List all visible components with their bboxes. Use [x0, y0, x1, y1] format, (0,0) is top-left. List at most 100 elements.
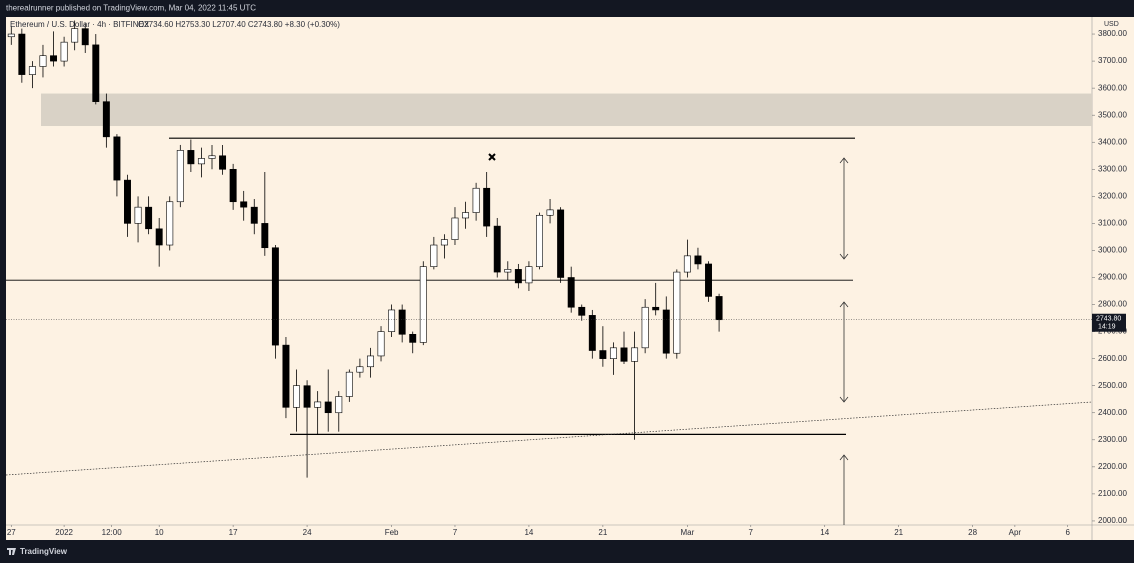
candle-body [187, 150, 195, 165]
candle-body [92, 44, 100, 102]
x-tick-label: Apr [1009, 528, 1022, 537]
candle-body [124, 179, 131, 224]
candle-body [7, 33, 15, 38]
candle-body [366, 355, 374, 368]
candle-body [472, 187, 480, 213]
candle-body [240, 201, 248, 208]
candle-body [483, 187, 491, 227]
candle-body [631, 347, 639, 362]
candle-body [673, 271, 681, 354]
candle-body [683, 255, 691, 273]
candle-body [662, 309, 670, 354]
y-tick-label: 2500.00 [1098, 381, 1127, 390]
arrow [839, 157, 849, 260]
candle-body [567, 277, 575, 308]
candle-body [641, 306, 649, 349]
candle-body [356, 366, 364, 373]
x-tick-label: 17 [229, 528, 238, 537]
y-tick-label: 2300.00 [1098, 435, 1127, 444]
ohlc-legend: O2734.60 H2753.30 L2707.40 C2743.80 +8.3… [138, 20, 340, 29]
y-tick-label: 3800.00 [1098, 29, 1127, 38]
candle-body [293, 385, 300, 408]
candle-body [145, 206, 153, 230]
y-tick-label: 2100.00 [1098, 489, 1127, 498]
y-tick-label: 2800.00 [1098, 300, 1127, 309]
x-tick-label: 21 [894, 528, 903, 537]
published-line: therealrunner published on TradingView.c… [6, 4, 256, 13]
candle-body [219, 155, 227, 170]
x-tick-label: 2022 [55, 528, 73, 537]
candle-body [18, 33, 26, 75]
measure-arrows [839, 157, 849, 525]
currency-label: USD [1104, 21, 1119, 28]
candle-body [176, 150, 184, 203]
candle-body [345, 371, 353, 397]
candle-body [504, 269, 512, 273]
candle-body [28, 66, 36, 75]
symbol-legend: Ethereum / U.S. Dollar · 4h · BITFINEX [10, 20, 150, 29]
candle-body [694, 255, 702, 265]
arrow [839, 301, 849, 403]
candle-body [462, 212, 470, 219]
x-tick-label: 6 [1065, 528, 1070, 537]
y-tick-label: 3700.00 [1098, 56, 1127, 65]
x-tick-label: 21 [598, 528, 607, 537]
candle-body [578, 306, 586, 316]
brand: TradingView [20, 547, 68, 556]
logo [7, 548, 16, 555]
candle-body [155, 228, 163, 246]
time-axis [6, 525, 1092, 540]
candle-body [102, 101, 110, 138]
candle-body [557, 209, 565, 278]
candle-body [599, 350, 607, 359]
candle-body [398, 309, 406, 335]
candle-body [430, 244, 438, 267]
plot-area [6, 17, 1092, 525]
candle-body [60, 41, 68, 62]
candle-body [208, 155, 216, 159]
plot-layer [6, 20, 1092, 478]
candle-body [493, 225, 501, 273]
candle-body [705, 263, 712, 297]
candle-body [388, 309, 396, 332]
candle-body [335, 396, 343, 414]
candle-body [409, 333, 417, 343]
y-tick-label: 3400.00 [1098, 137, 1127, 146]
candle-body [39, 55, 47, 67]
candle-body [261, 223, 269, 249]
candle-body [536, 214, 543, 267]
candle-body [514, 269, 522, 284]
candle-body [652, 306, 660, 311]
candle-body [715, 296, 723, 321]
x-tick-label: Mar [681, 528, 695, 537]
candle-body [609, 347, 617, 359]
x-marker [488, 153, 496, 161]
candle-body [50, 55, 58, 62]
arrow [839, 454, 849, 525]
candle-body [166, 201, 174, 246]
y-tick-label: 3500.00 [1098, 110, 1127, 119]
x-tick-label: 27 [7, 528, 16, 537]
countdown-label: 14:19 [1098, 324, 1116, 331]
top-bar [0, 0, 1134, 17]
candle-body [271, 247, 279, 346]
y-tick-label: 3600.00 [1098, 83, 1127, 92]
candle-body [303, 385, 311, 408]
y-tick-label: 3000.00 [1098, 246, 1127, 255]
candle-body [314, 401, 322, 408]
footer [0, 540, 1134, 563]
price-axis [1092, 17, 1134, 540]
x-tick-label: 14 [820, 528, 829, 537]
candle-body [134, 206, 142, 224]
candle-body [113, 136, 121, 181]
candle-body [525, 266, 533, 284]
y-tick-label: 3300.00 [1098, 164, 1127, 173]
y-tick-label: 3100.00 [1098, 219, 1127, 228]
candle-body [419, 266, 427, 343]
y-tick-label: 2600.00 [1098, 354, 1127, 363]
y-tick-label: 2200.00 [1098, 462, 1127, 471]
candle-body [451, 217, 459, 240]
candle-body [197, 158, 205, 165]
